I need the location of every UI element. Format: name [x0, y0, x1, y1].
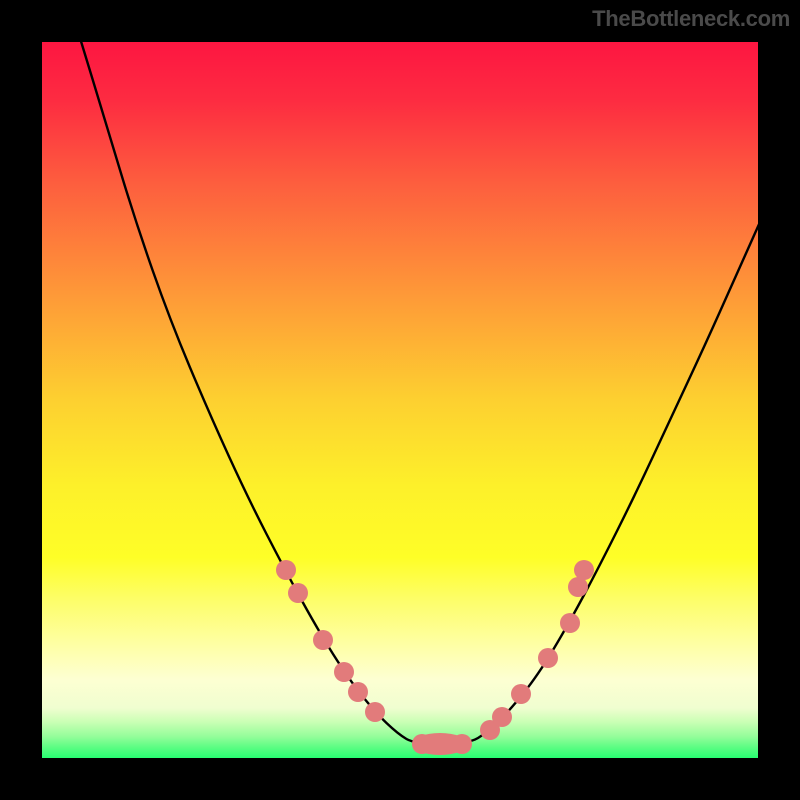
- marker-dot: [492, 707, 512, 727]
- marker-dot: [452, 734, 472, 754]
- marker-dot: [288, 583, 308, 603]
- marker-dot: [313, 630, 333, 650]
- marker-dot: [276, 560, 296, 580]
- marker-dot: [538, 648, 558, 668]
- marker-dot: [574, 560, 594, 580]
- marker-dot: [365, 702, 385, 722]
- gradient-background: [42, 42, 758, 758]
- marker-dot: [348, 682, 368, 702]
- marker-dot: [511, 684, 531, 704]
- bottleneck-chart: [0, 0, 800, 800]
- watermark-text: TheBottleneck.com: [592, 6, 790, 32]
- marker-dot: [334, 662, 354, 682]
- marker-dot: [568, 577, 588, 597]
- marker-dot: [560, 613, 580, 633]
- chart-container: TheBottleneck.com: [0, 0, 800, 800]
- marker-dot: [412, 734, 432, 754]
